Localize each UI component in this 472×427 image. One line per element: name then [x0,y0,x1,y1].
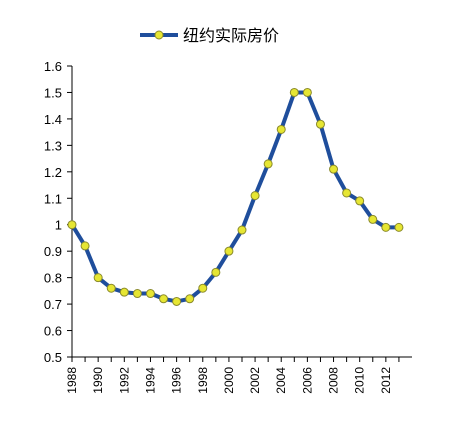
y-tick-label: 1 [55,218,62,233]
data-point [80,241,90,251]
y-tick-label: 1.5 [44,85,62,100]
y-tick-label: 0.9 [44,244,62,259]
x-tick-label: 2006 [300,367,314,394]
y-tick-label: 1.4 [44,112,62,127]
y-tick-label: 1.2 [44,165,62,180]
series-line [70,90,399,304]
data-point [394,222,404,232]
y-tick-label: 1.6 [44,59,62,74]
y-tick-label: 0.7 [44,297,62,312]
data-point [329,164,339,174]
data-point [106,283,116,293]
data-point [302,87,312,97]
legend-label: 纽约实际房价 [183,27,279,45]
data-point [145,289,155,299]
data-point [250,191,260,201]
axes [71,66,412,358]
data-point [263,159,273,169]
series-layer [67,87,404,306]
data-point [119,287,129,297]
data-point [237,225,247,235]
x-tick-label: 1998 [196,367,210,394]
legend-point-marker [154,30,164,40]
data-point [289,87,299,97]
x-tick-label: 2002 [248,367,262,394]
x-tick-label: 2010 [353,367,367,394]
data-point [276,124,286,134]
data-point [172,296,182,306]
x-tick-label: 2004 [274,367,288,394]
data-point [224,246,234,256]
x-tick-label: 2008 [327,367,341,394]
x-tick-label: 1996 [170,367,184,394]
y-tick-label: 1.1 [44,191,62,206]
data-point [355,196,365,206]
x-axis-ticks: 1988 1990 1992 1994 1996 1998 2000 2002 2004 2006… [65,357,400,394]
x-tick-label: 1990 [91,367,105,394]
data-point [93,273,103,283]
data-point [67,220,77,230]
y-tick-label: 0.5 [44,350,62,365]
x-tick-label: 1994 [143,367,157,394]
y-tick-label: 0.6 [44,324,62,339]
y-axis-ticks: 0.5 0.6 0.7 0.8 0.9 1 1.1 1.2 1.3 1.4 1.5 1.6 [44,59,72,365]
x-tick-label: 1992 [117,367,131,394]
data-point [211,267,221,277]
x-tick-label: 2000 [222,367,236,394]
data-point [368,214,378,224]
data-point [198,283,208,293]
y-tick-label: 1.3 [44,138,62,153]
data-point [159,294,169,304]
data-point [381,222,391,232]
y-tick-label: 0.8 [44,271,62,286]
data-point [342,188,352,198]
data-point [185,294,195,304]
x-tick-label: 1988 [65,367,79,394]
x-tick-label: 2012 [379,367,393,394]
legend: 纽约实际房价 [140,27,279,45]
data-point [315,119,325,129]
data-point [132,289,142,299]
